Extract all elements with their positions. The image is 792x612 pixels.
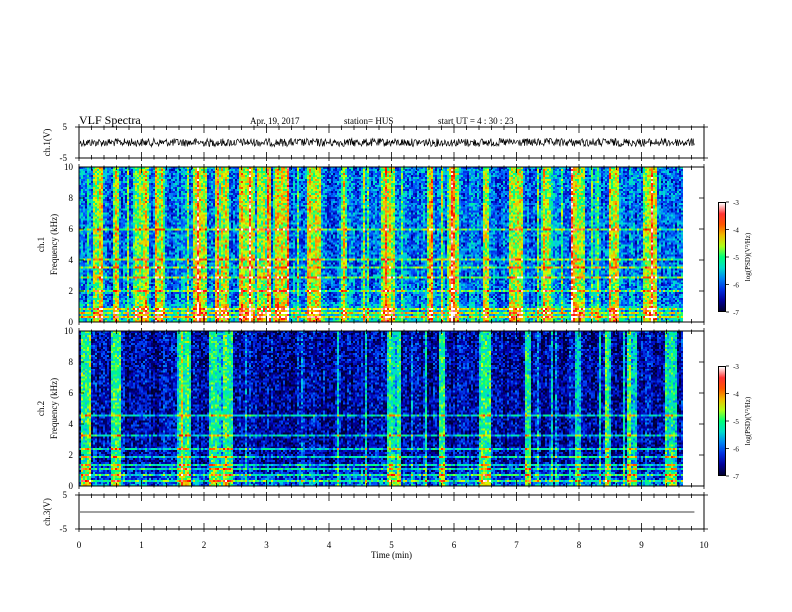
start-time-label: start UT = 4 : 30 : 23	[438, 116, 514, 126]
y-tick-label: 8	[69, 357, 74, 367]
x-tick-label: 3	[264, 540, 269, 550]
colorbar-tick-label: -6	[733, 282, 739, 290]
y-tick-label: 6	[69, 224, 74, 234]
colorbar-tick-label: -3	[733, 199, 739, 207]
y-axis-label: Frequency (kHz)	[49, 214, 59, 275]
colorbar-tick-label: -4	[733, 391, 739, 399]
x-axis-label: Time (min)	[371, 550, 412, 560]
colorbar-tick-label: -7	[733, 473, 739, 481]
ch2-spectrogram-image	[79, 331, 693, 486]
colorbar-tick-label: -3	[733, 363, 739, 371]
y-axis-label: ch.3(V)	[42, 498, 52, 526]
date-label: Apr. 19, 2017	[250, 116, 300, 126]
y-tick-label: 10	[64, 326, 74, 336]
x-tick-label: 5	[389, 540, 394, 550]
x-tick-label: 9	[639, 540, 644, 550]
colorbar-tick-label: -6	[733, 446, 739, 454]
y-tick-label: 5	[63, 490, 68, 500]
y-axis-label: ch.1	[36, 237, 46, 252]
y-tick-label: 4	[69, 255, 74, 265]
y-tick-label: -5	[60, 153, 68, 163]
panel-frame	[78, 330, 705, 487]
x-tick-label: 1	[139, 540, 144, 550]
x-tick-label: 4	[327, 540, 332, 550]
y-tick-label: 0	[69, 481, 74, 491]
y-tick-label: 2	[69, 450, 74, 460]
x-tick-label: 10	[700, 540, 710, 550]
y-tick-label: 0	[69, 317, 74, 327]
colorbar-tick-label: -4	[733, 227, 739, 235]
x-tick-label: 8	[577, 540, 582, 550]
x-tick-label: 6	[452, 540, 457, 550]
y-tick-label: 6	[69, 388, 74, 398]
plot-title: VLF Spectra	[79, 113, 141, 127]
colorbar-label: log(PSD)(V²/Hz)	[744, 396, 752, 445]
colorbar-tick-label: -7	[733, 309, 739, 317]
ch1-colorbar	[718, 202, 726, 312]
ch1-waveform-trace	[79, 137, 695, 148]
ch2-colorbar	[718, 366, 726, 476]
station-label: station= HUS	[344, 116, 394, 126]
y-tick-label: 10	[64, 162, 74, 172]
y-tick-label: 5	[63, 122, 68, 132]
colorbar-tick-label: -5	[733, 418, 739, 426]
y-tick-label: 8	[69, 193, 74, 203]
y-axis-label: Frequency (kHz)	[49, 378, 59, 439]
colorbar-tick-label: -5	[733, 254, 739, 262]
colorbar-label: log(PSD)(V²/Hz)	[744, 232, 752, 281]
ch1-spectrogram-image	[79, 167, 693, 322]
x-tick-label: 2	[202, 540, 207, 550]
x-tick-label: 7	[514, 540, 519, 550]
x-tick-label: 0	[77, 540, 82, 550]
y-axis-label: ch.1(V)	[42, 129, 52, 157]
y-tick-label: 4	[69, 419, 74, 429]
y-axis-label: ch.2	[36, 401, 46, 416]
y-tick-label: -5	[60, 524, 68, 534]
y-tick-label: 2	[69, 286, 74, 296]
panel-frame	[78, 166, 705, 323]
